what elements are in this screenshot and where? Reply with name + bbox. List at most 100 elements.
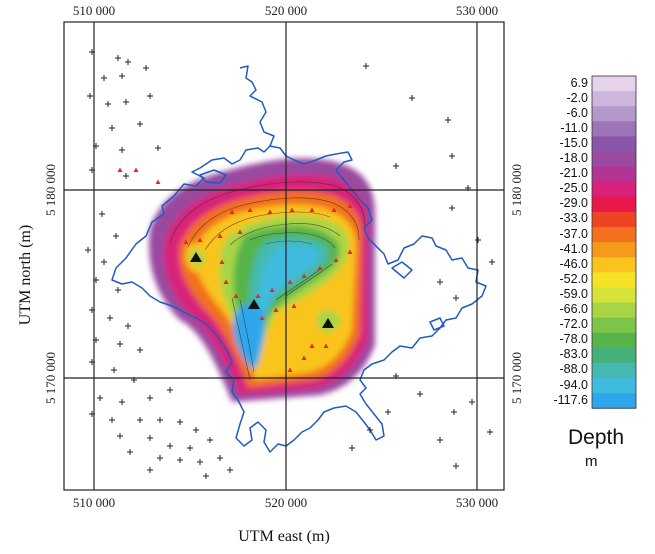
station-cross bbox=[131, 377, 137, 383]
station-cross bbox=[393, 163, 399, 169]
legend-value-label: -46.0 bbox=[559, 256, 589, 271]
sounding-point bbox=[183, 239, 189, 244]
station-cross bbox=[465, 185, 471, 191]
y-tick-right-5170000: 5 170 000 bbox=[509, 352, 524, 404]
station-cross bbox=[147, 467, 153, 473]
legend-swatch bbox=[592, 332, 636, 349]
station-cross bbox=[85, 247, 91, 253]
station-cross bbox=[157, 455, 163, 461]
legend-swatch bbox=[592, 257, 636, 273]
y-tick-left-5180000: 5 180 000 bbox=[43, 164, 58, 216]
sounding-point bbox=[347, 249, 353, 254]
x-tick-top-520000: 520 000 bbox=[264, 3, 308, 18]
legend-value-label: -33.0 bbox=[559, 211, 589, 226]
legend-value-label: -2.0 bbox=[566, 90, 588, 105]
station-cross bbox=[451, 409, 457, 415]
legend-swatch bbox=[592, 106, 636, 122]
station-cross bbox=[89, 411, 95, 417]
station-cross bbox=[101, 75, 107, 81]
station-cross bbox=[125, 323, 131, 329]
sounding-point bbox=[287, 367, 293, 372]
sounding-point bbox=[287, 279, 293, 284]
sounding-point bbox=[301, 355, 307, 360]
legend-value-label: -21.0 bbox=[559, 166, 589, 181]
station-cross bbox=[489, 259, 495, 265]
station-cross bbox=[475, 237, 481, 243]
station-cross bbox=[123, 99, 129, 105]
sounding-point bbox=[317, 265, 323, 270]
station-cross bbox=[197, 459, 203, 465]
x-tick-bottom-520000: 520 000 bbox=[264, 495, 308, 510]
station-cross bbox=[409, 95, 415, 101]
station-cross bbox=[101, 259, 107, 265]
station-cross bbox=[445, 117, 451, 123]
legend-frame bbox=[591, 75, 637, 409]
station-cross bbox=[127, 449, 133, 455]
legend-unit: m bbox=[585, 453, 598, 470]
legend-value-label: -78.0 bbox=[559, 332, 589, 347]
legend-value-label: -15.0 bbox=[559, 135, 589, 150]
x-tick-bottom-510000: 510 000 bbox=[72, 495, 116, 510]
station-cross bbox=[453, 463, 459, 469]
sounding-point bbox=[309, 207, 315, 212]
station-cross bbox=[89, 49, 95, 55]
triangle-markers bbox=[190, 252, 334, 328]
legend-value-label: -59.0 bbox=[559, 286, 589, 301]
station-cross bbox=[123, 173, 129, 179]
legend-swatch bbox=[592, 378, 636, 394]
station-cross bbox=[107, 315, 113, 321]
station-cross bbox=[469, 399, 475, 405]
legend-swatch bbox=[592, 362, 636, 379]
station-cross bbox=[87, 93, 93, 99]
station-cross bbox=[93, 143, 99, 149]
sounding-point bbox=[155, 179, 161, 184]
y-tick-left-5170000: 5 170 000 bbox=[43, 352, 58, 404]
station-cross bbox=[157, 417, 163, 423]
station-cross bbox=[119, 147, 125, 153]
legend-value-label: -11.0 bbox=[560, 120, 588, 135]
legend-value-label: -37.0 bbox=[559, 226, 589, 241]
station-cross bbox=[193, 427, 199, 433]
legend-swatch bbox=[592, 227, 636, 243]
station-cross bbox=[155, 145, 161, 151]
sounding-point bbox=[217, 233, 223, 238]
lake-shoreline bbox=[111, 65, 487, 453]
station-cross bbox=[105, 101, 111, 107]
legend-value-label: -88.0 bbox=[559, 362, 589, 377]
sounding-point bbox=[233, 293, 239, 298]
legend-swatch bbox=[592, 166, 636, 183]
station-cross bbox=[367, 427, 373, 433]
sounding-point bbox=[219, 259, 225, 264]
station-cross bbox=[89, 307, 95, 313]
station-cross bbox=[147, 93, 153, 99]
legend-value-label: -117.6 bbox=[553, 392, 588, 407]
station-cross bbox=[167, 387, 173, 393]
station-cross bbox=[147, 395, 153, 401]
legend-value-label: -29.0 bbox=[559, 196, 589, 211]
station-cross bbox=[167, 443, 173, 449]
station-markers bbox=[85, 49, 495, 479]
station-cross bbox=[119, 399, 125, 405]
station-cross bbox=[113, 233, 119, 239]
station-cross bbox=[449, 153, 455, 159]
station-cross bbox=[89, 167, 95, 173]
sounding-point bbox=[289, 207, 295, 212]
legend-swatch bbox=[592, 393, 636, 409]
depth-fill bbox=[149, 158, 375, 402]
station-cross bbox=[111, 367, 117, 373]
station-cross bbox=[109, 417, 115, 423]
station-cross bbox=[437, 437, 443, 443]
legend-swatch bbox=[592, 121, 636, 137]
legend-swatch bbox=[592, 136, 636, 152]
legend-value-label: 6.9 bbox=[570, 75, 588, 90]
legend-value-label: -72.0 bbox=[559, 317, 589, 332]
station-cross bbox=[385, 409, 391, 415]
sounding-point bbox=[229, 209, 235, 214]
station-cross bbox=[137, 121, 143, 127]
depth-legend-bar bbox=[591, 75, 637, 409]
station-cross bbox=[207, 437, 213, 443]
station-cross bbox=[97, 395, 103, 401]
legend-swatch bbox=[592, 91, 636, 107]
legend-swatch bbox=[592, 272, 636, 288]
sounding-point bbox=[197, 237, 203, 242]
